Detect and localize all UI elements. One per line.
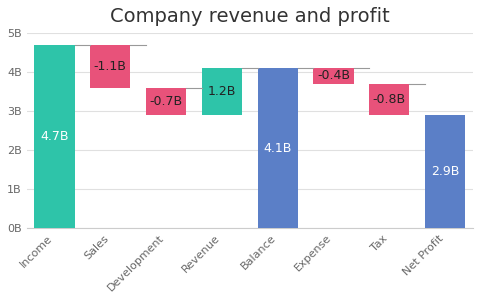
Bar <box>258 68 298 228</box>
Text: -1.1B: -1.1B <box>94 60 127 73</box>
Title: Company revenue and profit: Company revenue and profit <box>110 7 390 26</box>
Bar <box>425 115 465 228</box>
Text: 4.7B: 4.7B <box>40 130 69 143</box>
Text: 4.1B: 4.1B <box>264 142 292 154</box>
Text: 2.9B: 2.9B <box>431 165 459 178</box>
Text: -0.7B: -0.7B <box>150 95 183 108</box>
Bar <box>369 84 409 115</box>
Text: 1.2B: 1.2B <box>208 85 236 98</box>
Bar <box>202 68 242 115</box>
Bar <box>313 68 354 84</box>
Bar <box>90 45 131 88</box>
Text: -0.8B: -0.8B <box>373 93 406 106</box>
Bar <box>35 45 74 228</box>
Bar <box>146 88 186 115</box>
Text: -0.4B: -0.4B <box>317 70 350 83</box>
